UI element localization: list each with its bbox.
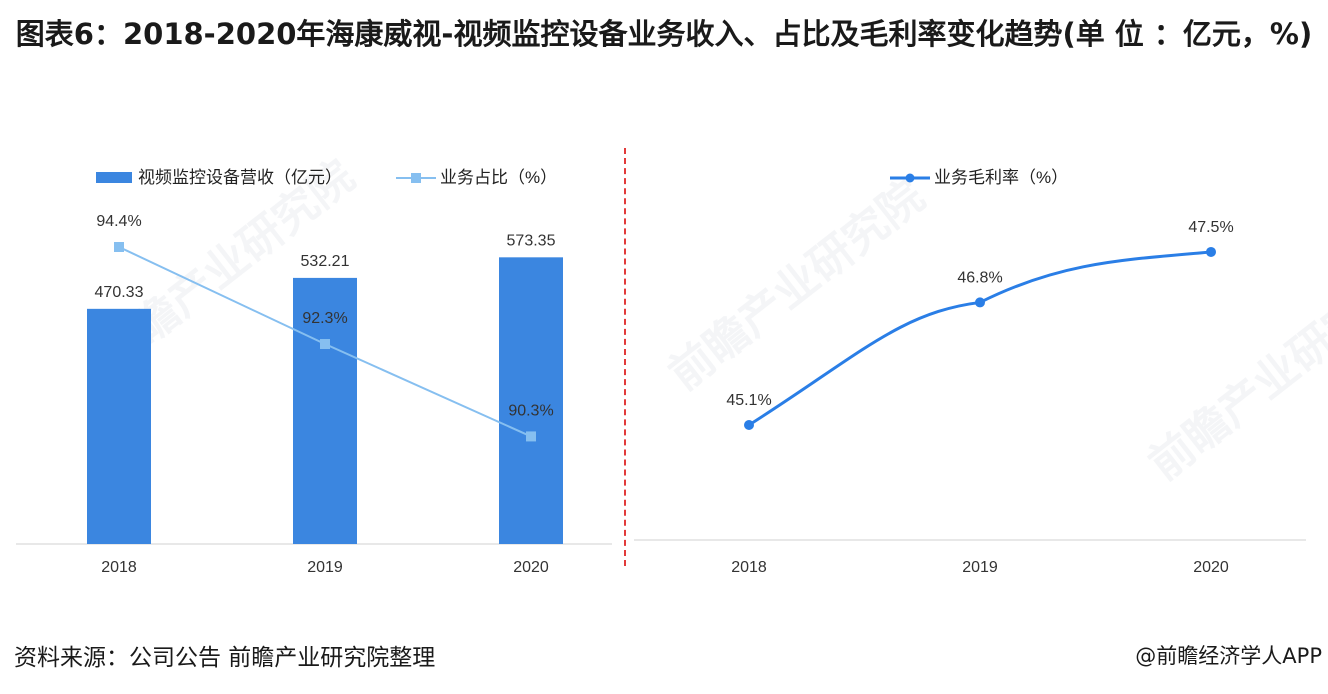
credit-note: @前瞻经济学人APP [1135, 644, 1322, 668]
x-tick-label: 2020 [513, 559, 549, 576]
bar-value-label: 470.33 [95, 284, 144, 301]
chart-title: 图表6：2018-2020年海康威视-视频监控设备业务收入、占比及毛利率变化趋势… [15, 17, 1313, 51]
bar-value-label: 573.35 [507, 232, 556, 249]
point-gross-margin [1206, 246, 1216, 257]
bar-revenue-2020 [499, 257, 563, 544]
legend-marker-margin [905, 173, 915, 183]
legend-label-margin: 业务毛利率（%） [934, 168, 1068, 187]
margin-value-label: 46.8% [957, 269, 1002, 286]
bar-value-label: 532.21 [301, 253, 350, 270]
source-note: 资料来源：公司公告 前瞻产业研究院整理 [14, 645, 436, 671]
share-value-label: 94.4% [96, 213, 141, 230]
legend-label-revenue: 视频监控设备营收（亿元） [138, 168, 342, 187]
x-tick-label: 2020 [1193, 559, 1229, 576]
legend-swatch-revenue [96, 172, 132, 183]
x-tick-label: 2018 [101, 559, 137, 576]
point-business-share [320, 339, 330, 350]
point-business-share [114, 242, 124, 252]
panel-divider [624, 148, 626, 566]
margin-value-label: 47.5% [1188, 219, 1233, 236]
share-value-label: 90.3% [508, 402, 553, 419]
point-gross-margin [975, 297, 985, 308]
x-tick-label: 2019 [962, 559, 998, 576]
legend-label-share: 业务占比（%） [440, 168, 557, 187]
legend-marker-share [411, 173, 421, 183]
share-value-label: 92.3% [302, 310, 347, 327]
point-business-share [526, 431, 536, 442]
x-tick-label: 2019 [307, 559, 343, 576]
x-tick-label: 2018 [731, 559, 767, 576]
point-gross-margin [744, 420, 754, 430]
margin-value-label: 45.1% [726, 392, 771, 409]
bar-revenue-2018 [87, 308, 151, 544]
bar-revenue-2019 [293, 277, 357, 544]
